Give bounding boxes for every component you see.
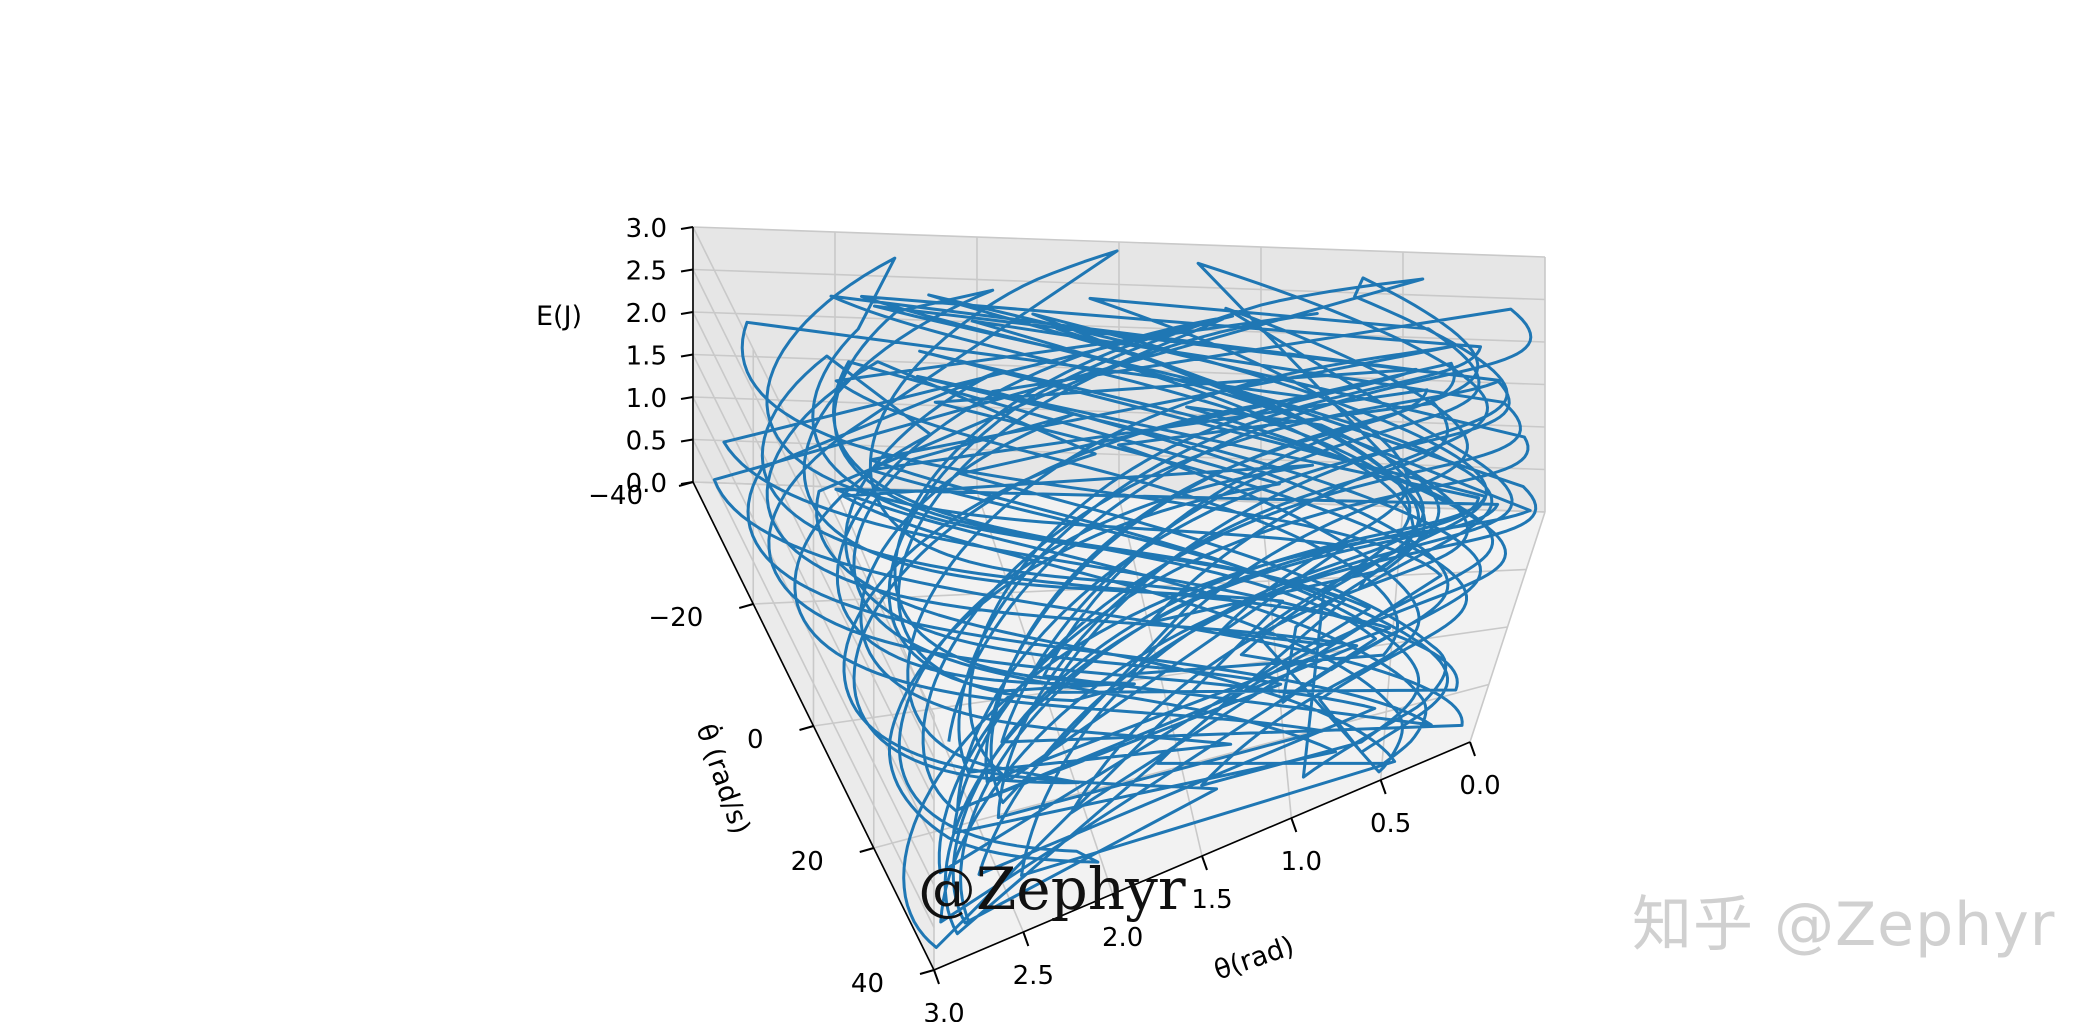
x-tick-label: 2.0 [1102,923,1143,953]
y-tick-label: −40 [588,481,643,511]
x-tick-mark [1201,855,1208,871]
trajectory-curves [712,249,1538,949]
x-tick-label: 0.0 [1459,771,1500,801]
z-tick-mark [680,268,694,273]
x-tick-label: 2.5 [1013,961,1054,991]
y-tick-mark [859,847,875,853]
z-tick-mark [680,353,694,358]
axis-spine [933,741,1471,971]
x-axis-label: θ(rad) [1210,930,1298,986]
z-tick-mark [680,226,694,230]
z-axis-label: E(J) [536,301,582,332]
x-tick-mark [1111,893,1119,909]
z-tick-label: 0.0 [626,469,667,499]
grid-line [692,268,1546,301]
grid-line [692,396,935,886]
grid-line [692,353,1546,386]
center-watermark: @Zephyr [918,855,1186,923]
z-tick-label: 2.5 [626,257,667,287]
y-tick-mark [799,725,814,731]
grid-line [692,311,1546,343]
y-tick-label: −20 [648,603,703,633]
z-tick-mark [680,438,694,443]
z-tick-label: 1.0 [626,384,667,414]
x-tick-label: 0.5 [1370,809,1411,839]
z-tick-label: 2.0 [626,299,667,329]
z-tick-mark [680,311,694,315]
z-tick-label: 0.5 [626,427,667,457]
y-tick-label: 20 [791,847,824,877]
y-tick-mark [738,603,754,609]
y-tick-label: 0 [747,725,764,755]
y-tick-label: 40 [851,969,884,999]
x-tick-mark [933,969,940,985]
x-tick-mark [1022,931,1030,947]
x-tick-mark [1290,817,1298,833]
z-tick-mark [680,396,694,400]
x-tick-label: 3.0 [923,999,964,1022]
x-tick-mark [1379,779,1387,795]
grid-line [692,226,1546,258]
axis-ticks: 0.0 0.5 1.0 1.5 2.0 2.5 3.0 −40 −20 0 20 40 0.0 0.5 1.… [588,214,1501,1022]
grid-line [692,439,935,928]
y-tick-mark [919,969,935,975]
grid-line [692,269,935,758]
x-tick-label: 1.5 [1191,885,1232,915]
trajectory-line [712,249,1538,949]
axis-spine [692,481,935,971]
grid-line [692,354,935,843]
z-tick-label: 1.5 [626,342,667,372]
x-tick-mark [1469,741,1476,757]
z-tick-mark [680,481,694,485]
x-tick-label: 1.0 [1281,847,1322,877]
corner-watermark: 知乎 @Zephyr [1632,890,2056,960]
z-tick-label: 3.0 [626,214,667,244]
